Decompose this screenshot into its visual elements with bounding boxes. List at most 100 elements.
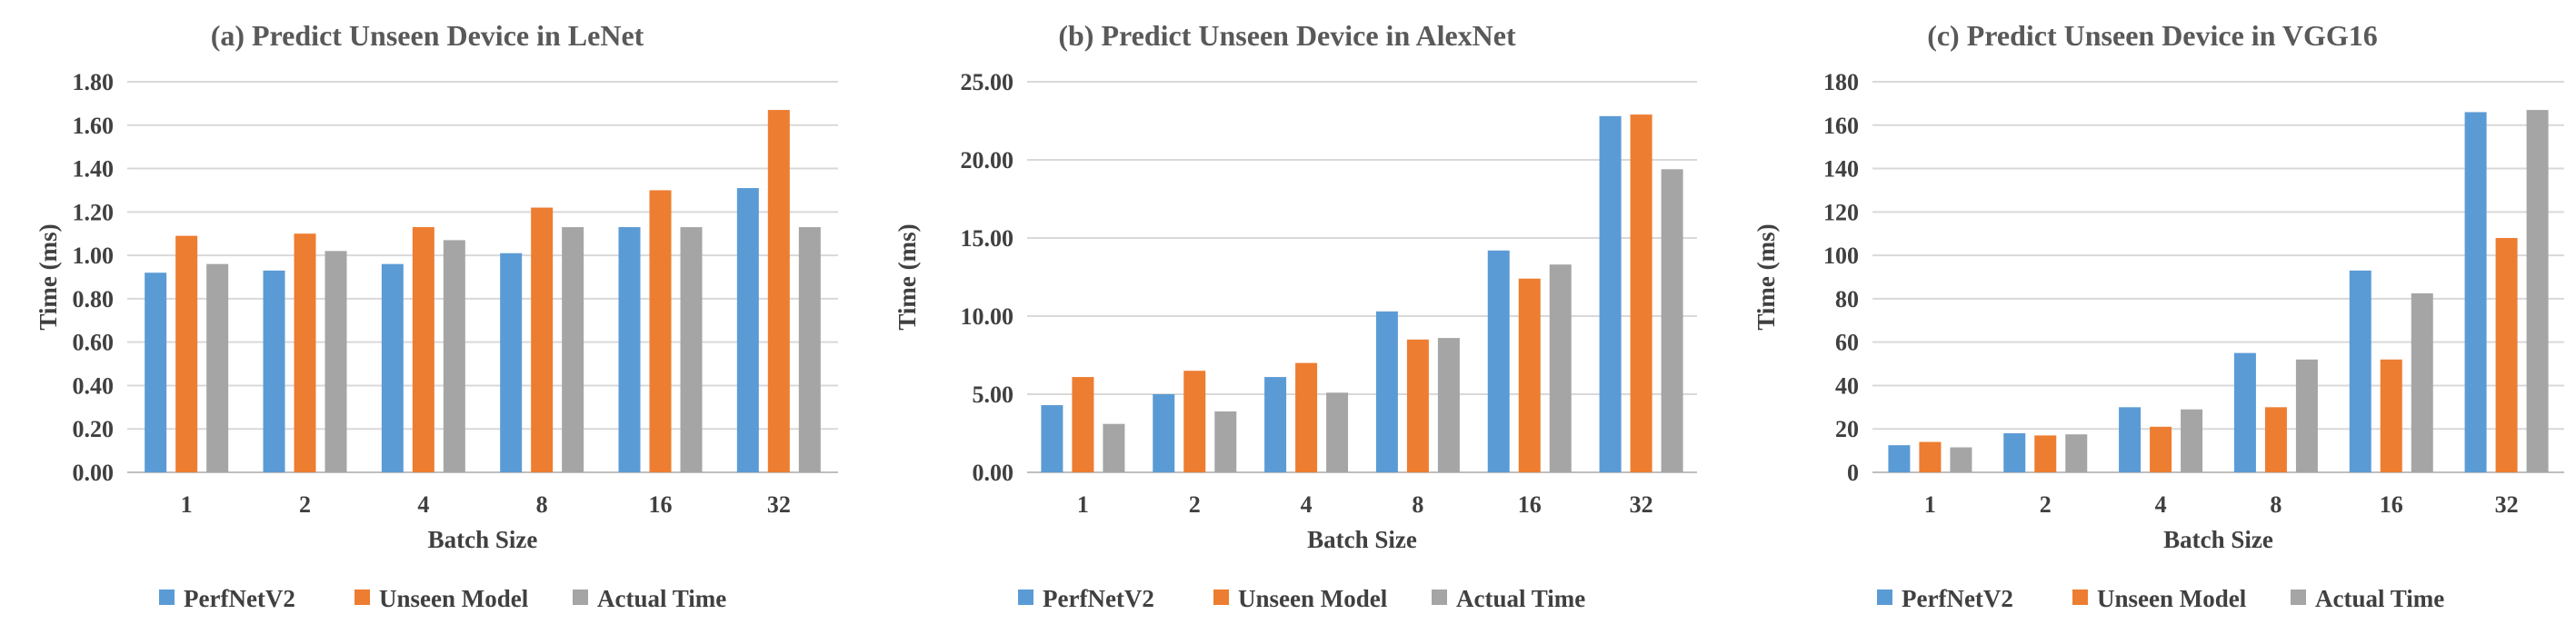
y-tick-label: 0.20 xyxy=(73,416,115,442)
y-tick-label: 0.00 xyxy=(973,460,1014,486)
bar-perfnetv2-batch-32 xyxy=(2464,112,2487,472)
bar-actual-time-batch-4 xyxy=(443,240,465,472)
legend-swatch xyxy=(1877,590,1892,605)
bar-perfnetv2-batch-8 xyxy=(2233,352,2256,472)
legend-swatch xyxy=(2072,590,2088,605)
x-tick-label: 2 xyxy=(2040,491,2052,518)
y-axis-label: Time (ms) xyxy=(1752,223,1780,330)
bar-actual-time-batch-1 xyxy=(206,263,229,472)
y-axis-label: Time (ms) xyxy=(35,223,62,330)
legend-swatch xyxy=(573,590,588,605)
y-axis-label: Time (ms) xyxy=(894,223,921,330)
x-tick-label: 16 xyxy=(2380,491,2403,518)
bar-unseen-model-batch-4 xyxy=(2150,426,2172,472)
legend-label: Unseen Model xyxy=(1238,585,1388,612)
legend-swatch xyxy=(1432,590,1447,605)
bar-unseen-model-batch-32 xyxy=(1630,114,1652,473)
bar-perfnetv2-batch-4 xyxy=(1264,377,1287,472)
y-tick-label: 100 xyxy=(1823,243,1859,269)
bar-unseen-model-batch-2 xyxy=(2034,435,2057,472)
bar-actual-time-batch-16 xyxy=(680,227,703,473)
bar-actual-time-batch-1 xyxy=(1103,423,1125,472)
x-tick-label: 8 xyxy=(2270,491,2281,518)
legend-swatch xyxy=(354,590,370,605)
x-tick-label: 4 xyxy=(417,491,429,518)
x-axis-label: Batch Size xyxy=(428,526,538,553)
legend-label: Actual Time xyxy=(597,585,726,612)
y-tick-label: 1.20 xyxy=(73,199,115,225)
y-tick-label: 15.00 xyxy=(961,225,1014,252)
bar-actual-time-batch-4 xyxy=(1326,392,1349,472)
bar-actual-time-batch-16 xyxy=(2411,292,2433,472)
bar-perfnetv2-batch-32 xyxy=(1599,115,1622,472)
y-tick-label: 140 xyxy=(1823,156,1859,183)
x-tick-label: 4 xyxy=(1301,491,1313,518)
bar-unseen-model-batch-16 xyxy=(2380,359,2402,472)
y-tick-label: 180 xyxy=(1823,69,1859,95)
bar-actual-time-batch-2 xyxy=(2065,434,2088,472)
y-tick-label: 0.60 xyxy=(73,330,115,356)
bar-actual-time-batch-32 xyxy=(798,227,821,473)
y-tick-label: 20 xyxy=(1835,416,1859,442)
y-tick-label: 20.00 xyxy=(961,147,1014,173)
bar-actual-time-batch-2 xyxy=(324,251,347,472)
chart-vgg16: (c) Predict Unseen Device in VGG16 0 20 40 6… xyxy=(1752,19,2564,612)
bar-perfnetv2-batch-1 xyxy=(1888,445,1911,472)
bar-perfnetv2-batch-2 xyxy=(263,270,285,472)
bar-actual-time-batch-16 xyxy=(1549,264,1572,472)
y-tick-label: 5.00 xyxy=(973,381,1014,408)
chart-title: (c) Predict Unseen Device in VGG16 xyxy=(1927,19,2378,52)
legend-label: Actual Time xyxy=(1456,585,1585,612)
bar-unseen-model-batch-16 xyxy=(1518,278,1541,472)
bar-actual-time-batch-4 xyxy=(2181,409,2203,472)
x-axis-label: Batch Size xyxy=(1307,526,1417,553)
y-tick-label: 0.80 xyxy=(73,286,115,312)
y-tick-label: 0.00 xyxy=(73,460,115,486)
bar-unseen-model-batch-2 xyxy=(294,233,316,472)
bar-actual-time-batch-8 xyxy=(562,227,584,473)
legend-swatch xyxy=(1213,590,1229,605)
bar-perfnetv2-batch-1 xyxy=(1041,405,1063,472)
bar-perfnetv2-batch-2 xyxy=(1153,394,1175,472)
bar-perfnetv2-batch-2 xyxy=(2003,433,2026,472)
y-tick-label: 0 xyxy=(1847,460,1859,486)
y-tick-label: 0.40 xyxy=(73,372,115,399)
y-tick-label: 10.00 xyxy=(961,303,1014,330)
bar-actual-time-batch-32 xyxy=(2526,110,2549,473)
bar-actual-time-batch-8 xyxy=(2295,359,2318,472)
bar-perfnetv2-batch-1 xyxy=(145,272,167,472)
bar-unseen-model-batch-16 xyxy=(649,190,672,472)
bar-unseen-model-batch-4 xyxy=(412,227,434,473)
chart-alexnet: (b) Predict Unseen Device in AlexNet 0.00… xyxy=(894,19,1697,612)
legend-label: PerfNetV2 xyxy=(184,585,295,612)
bar-unseen-model-batch-4 xyxy=(1295,362,1318,472)
x-tick-label: 8 xyxy=(536,491,548,518)
bar-unseen-model-batch-1 xyxy=(1072,377,1094,472)
bar-perfnetv2-batch-4 xyxy=(2119,407,2142,472)
legend-label: Unseen Model xyxy=(379,585,529,612)
bar-actual-time-batch-8 xyxy=(1437,338,1460,472)
bar-perfnetv2-batch-16 xyxy=(1487,250,1510,472)
bar-unseen-model-batch-1 xyxy=(1919,441,1942,472)
y-tick-label: 120 xyxy=(1823,199,1859,225)
y-tick-label: 1.40 xyxy=(73,156,115,183)
bar-actual-time-batch-32 xyxy=(1661,169,1683,472)
bar-unseen-model-batch-32 xyxy=(767,110,790,473)
x-tick-label: 32 xyxy=(1630,491,1653,518)
bar-unseen-model-batch-8 xyxy=(531,207,554,473)
x-tick-label: 16 xyxy=(649,491,673,518)
x-tick-label: 1 xyxy=(1077,491,1089,518)
bar-perfnetv2-batch-16 xyxy=(2349,270,2371,472)
bar-unseen-model-batch-2 xyxy=(1183,371,1206,472)
bar-perfnetv2-batch-32 xyxy=(736,188,759,473)
x-tick-label: 4 xyxy=(2155,491,2167,518)
chart-lenet: (a) Predict Unseen Device in LeNet 0.00 0.… xyxy=(35,19,838,612)
bar-unseen-model-batch-8 xyxy=(2264,407,2287,472)
x-tick-label: 2 xyxy=(299,491,311,518)
x-tick-label: 1 xyxy=(181,491,193,518)
legend-label: Actual Time xyxy=(2315,585,2444,612)
y-tick-label: 80 xyxy=(1835,286,1859,312)
legend-label: PerfNetV2 xyxy=(1043,585,1154,612)
y-tick-label: 1.00 xyxy=(73,243,115,269)
